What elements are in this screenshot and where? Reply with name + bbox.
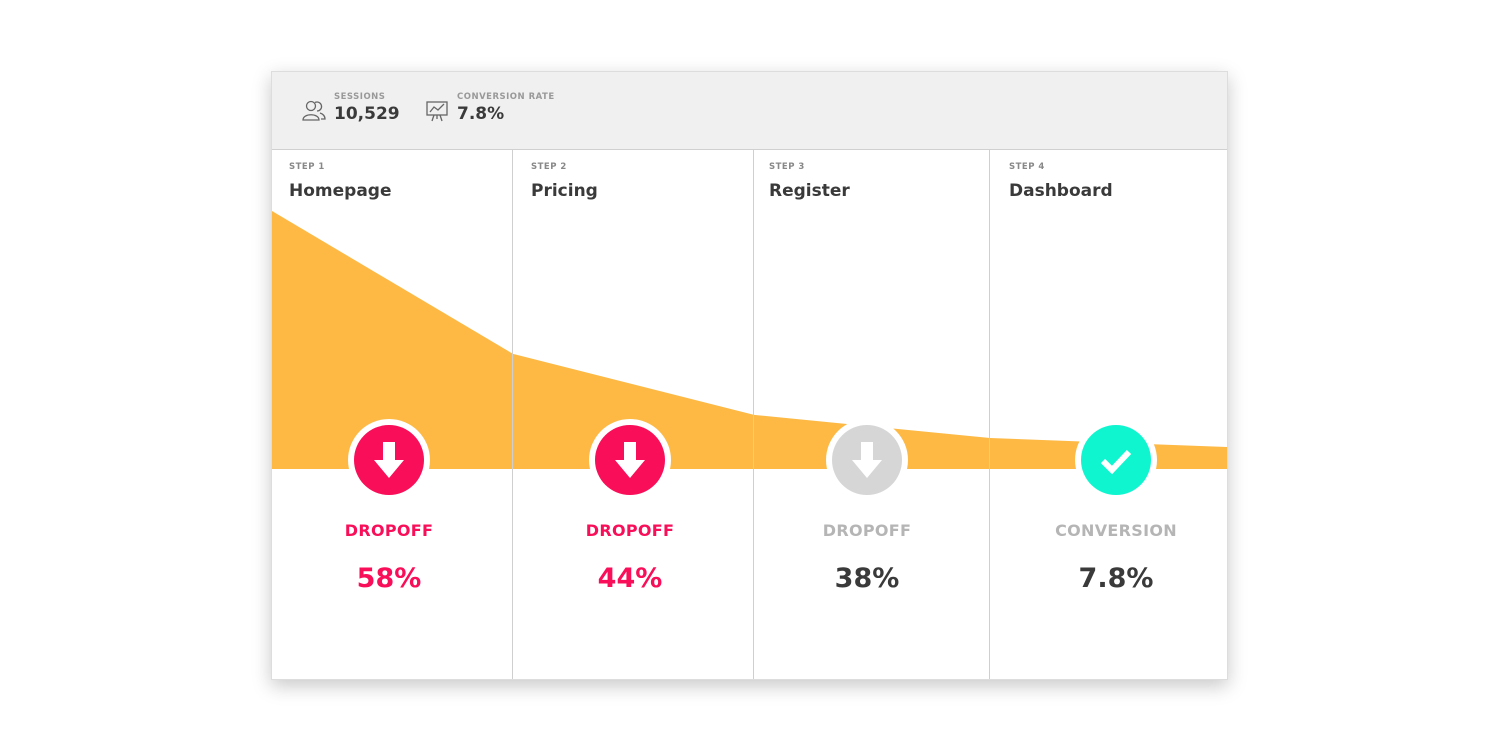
conversion-rate-stat: CONVERSION RATE 7.8% xyxy=(425,92,555,124)
funnel-card: SESSIONS 10,529 CONVERSION RATE 7.8% STE… xyxy=(271,71,1228,680)
step-number: STEP 1 xyxy=(289,162,325,172)
step-metric-value: 7.8% xyxy=(1078,563,1154,594)
sessions-stat: SESSIONS 10,529 xyxy=(302,92,400,124)
step-status-badge xyxy=(348,419,430,501)
step-metric-value: 44% xyxy=(597,563,663,594)
users-icon xyxy=(302,100,326,121)
arrow-down-icon xyxy=(832,425,902,495)
funnel-step-column: STEP 3 Register DROPOFF 38% xyxy=(754,150,990,679)
step-name: Homepage xyxy=(289,181,392,201)
step-name: Dashboard xyxy=(1009,181,1113,201)
funnel-step-column: STEP 2 Pricing DROPOFF 44% xyxy=(513,150,754,679)
step-status-badge xyxy=(826,419,908,501)
step-metric-label: DROPOFF xyxy=(822,521,912,540)
presentation-chart-icon xyxy=(426,101,448,122)
step-metric-label: CONVERSION xyxy=(1055,521,1177,540)
sessions-value: 10,529 xyxy=(334,104,400,124)
summary-header: SESSIONS 10,529 CONVERSION RATE 7.8% xyxy=(272,72,1227,150)
arrow-down-icon xyxy=(595,425,665,495)
step-name: Register xyxy=(769,181,850,201)
funnel-area-chart xyxy=(272,211,1227,469)
step-metric-value: 38% xyxy=(834,563,900,594)
sessions-label: SESSIONS xyxy=(334,92,386,102)
step-metric-label: DROPOFF xyxy=(585,521,675,540)
checkmark-icon xyxy=(1081,425,1151,495)
conversion-rate-value: 7.8% xyxy=(457,104,505,124)
funnel-step-column: STEP 1 Homepage DROPOFF 58% xyxy=(272,150,513,679)
step-name: Pricing xyxy=(531,181,598,201)
conversion-rate-label: CONVERSION RATE xyxy=(457,92,555,102)
funnel-area xyxy=(272,211,1227,469)
step-metric-value: 58% xyxy=(356,563,422,594)
step-number: STEP 3 xyxy=(769,162,805,172)
funnel-step-column: STEP 4 Dashboard CONVERSION 7.8% xyxy=(990,150,1227,679)
step-number: STEP 4 xyxy=(1009,162,1045,172)
step-metric-label: DROPOFF xyxy=(344,521,434,540)
arrow-down-icon xyxy=(354,425,424,495)
step-number: STEP 2 xyxy=(531,162,567,172)
step-status-badge xyxy=(589,419,671,501)
step-status-badge xyxy=(1075,419,1157,501)
